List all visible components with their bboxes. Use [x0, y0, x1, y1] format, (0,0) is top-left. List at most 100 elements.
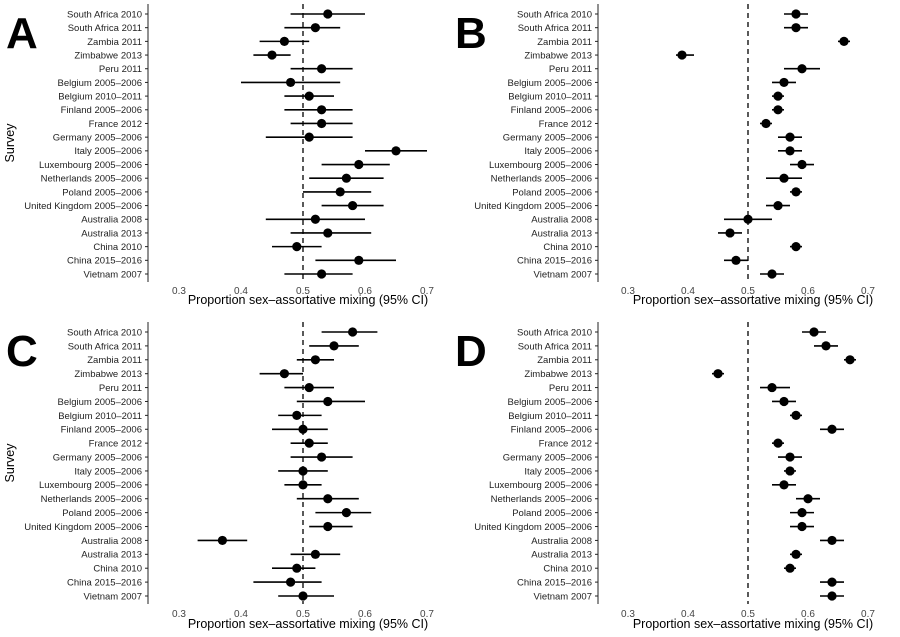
panel-d-category-label: Vietnam 2007 [534, 591, 592, 602]
panel-a-x-tick-label: 0.3 [172, 286, 186, 297]
panel-c-category-label: Poland 2005–2006 [62, 508, 142, 519]
panel-b-point-estimate [791, 242, 801, 252]
panel-a-point-estimate [279, 36, 289, 46]
panel-a-point-estimate [304, 91, 314, 101]
panel-c-category-label: Finland 2005–2006 [61, 425, 142, 436]
panel-b-category-label: Peru 2011 [549, 64, 592, 75]
panel-a-category-label: Germany 2005–2006 [53, 133, 142, 144]
panel-a-x-tick-label: 0.4 [234, 286, 248, 297]
panel-d-category-label: Italy 2005–2006 [524, 466, 592, 477]
panel-b-category-label: Germany 2005–2006 [503, 133, 592, 144]
panel-d-point-estimate [803, 494, 813, 504]
panel-c-x-tick-label: 0.5 [296, 609, 310, 620]
panel-a-point-estimate [267, 50, 277, 60]
panel-d-point-estimate [827, 535, 837, 546]
panel-a-point-estimate [348, 200, 358, 211]
panel-d-point-estimate [791, 549, 801, 559]
panel-c-point-estimate [304, 438, 314, 448]
panel-b-point-estimate [785, 146, 795, 156]
panel-a-x-tick-label: 0.6 [358, 286, 372, 297]
panel-c-point-estimate [323, 521, 333, 532]
panel-d-category-label: China 2010 [543, 564, 592, 575]
panel-c-x-tick-label: 0.7 [420, 609, 434, 620]
panel-a-category-label: South Africa 2011 [68, 23, 142, 34]
panel-c-category-label: South Africa 2011 [68, 341, 142, 352]
panel-c-x-axis-title: Proportion sex–assortative mixing (95% C… [188, 617, 428, 631]
panel-a-x-axis-title: Proportion sex–assortative mixing (95% C… [188, 293, 428, 307]
panel-d-category-label: Peru 2011 [549, 383, 592, 394]
panel-b-point-estimate [785, 132, 795, 142]
panel-b-x-tick-label: 0.7 [861, 286, 875, 297]
panel-a-category-label: Peru 2011 [99, 64, 142, 75]
panel-d-category-label: South Africa 2011 [518, 341, 592, 352]
panel-b-category-label: South Africa 2010 [517, 9, 592, 20]
panel-b-category-label: China 2010 [543, 242, 592, 253]
panel-d-x-tick-label: 0.5 [741, 609, 755, 620]
panel-c-x-tick-label: 0.6 [358, 609, 372, 620]
panel-b-x-tick-label: 0.4 [681, 286, 695, 297]
panel-c-point-estimate [348, 327, 358, 337]
panel-c-category-label: France 2012 [89, 439, 142, 450]
panel-b-point-estimate [677, 50, 687, 60]
panel-c-point-estimate [329, 341, 339, 351]
panel-c-category-label: Belgium 2005–2006 [57, 397, 142, 408]
panel-d-category-label: Zambia 2011 [537, 355, 592, 366]
panel-c-point-estimate [292, 410, 302, 420]
panel-c-category-label: Peru 2011 [99, 383, 142, 394]
panel-a-category-label: Australia 2013 [81, 228, 142, 239]
panel-c-point-estimate [298, 591, 308, 601]
panel-d-point-estimate [773, 438, 783, 448]
panel-d-category-label: Australia 2008 [531, 536, 592, 547]
panel-c-point-estimate [286, 577, 296, 587]
panel-d-category-label: Zimbabwe 2013 [524, 369, 592, 380]
panel-b-category-label: Netherlands 2005–2006 [491, 174, 592, 185]
panel-d-category-label: Belgium 2005–2006 [507, 397, 592, 408]
panel-a-point-estimate [317, 118, 327, 129]
panel-a-letter: A [6, 9, 38, 58]
panel-a-point-estimate [310, 214, 320, 224]
panel-a-point-estimate [286, 77, 296, 88]
panel-b-category-label: Zimbabwe 2013 [524, 50, 592, 61]
panel-b-category-label: France 2012 [539, 119, 592, 130]
panel-b-point-estimate [773, 105, 783, 115]
panel-c-category-label: Belgium 2010–2011 [58, 411, 142, 422]
panel-b-category-label: China 2015–2016 [517, 256, 592, 267]
panel-c-point-estimate [304, 382, 314, 393]
panel-b-point-estimate [779, 173, 789, 183]
panel-c-category-label: Italy 2005–2006 [74, 466, 142, 477]
panel-a-point-estimate [310, 23, 320, 33]
panel-c-category-label: Zimbabwe 2013 [74, 369, 142, 380]
panel-a-category-label: Vietnam 2007 [84, 269, 142, 280]
panel-c-point-estimate [317, 452, 327, 462]
panel-d-point-estimate [785, 563, 795, 573]
panel-a-category-label: United Kingdom 2005–2006 [24, 201, 142, 212]
panel-a-point-estimate [354, 159, 364, 170]
panel-a-category-label: Belgium 2010–2011 [58, 92, 142, 103]
panel-c-category-label: Vietnam 2007 [84, 591, 142, 602]
panel-d-point-estimate [713, 369, 723, 379]
panel-a-point-estimate [341, 173, 351, 183]
panel-d-x-tick-label: 0.7 [861, 609, 875, 620]
panel-b-category-label: South Africa 2011 [518, 23, 592, 34]
panel-b-x-tick-label: 0.5 [741, 286, 755, 297]
panel-b-category-label: Poland 2005–2006 [512, 187, 592, 198]
panel-c-category-label: Germany 2005–2006 [53, 452, 142, 463]
panel-d-category-label: China 2015–2016 [517, 578, 592, 589]
panel-a-point-estimate [391, 146, 401, 156]
panel-d-category-label: Finland 2005–2006 [511, 425, 592, 436]
panel-a-point-estimate [323, 228, 333, 238]
panel-c-category-label: Australia 2013 [81, 550, 142, 561]
panel-b-x-tick-label: 0.6 [801, 286, 815, 297]
panel-c-point-estimate [298, 480, 308, 490]
panel-b-category-label: Belgium 2010–2011 [508, 92, 592, 103]
panel-c-x-tick-label: 0.4 [234, 609, 248, 620]
panel-d-category-label: Australia 2013 [531, 550, 592, 561]
panel-d-point-estimate [791, 410, 801, 420]
panel-b-x-tick-label: 0.3 [621, 286, 635, 297]
panel-d-category-label: South Africa 2010 [517, 327, 592, 338]
panel-b-category-label: Australia 2013 [531, 228, 592, 239]
panel-d-category-label: Luxembourg 2005–2006 [489, 480, 592, 491]
panel-d-point-estimate [797, 521, 807, 532]
panel-b-point-estimate [791, 23, 801, 33]
panel-d-x-axis-title: Proportion sex–assortative mixing (95% C… [633, 617, 873, 631]
